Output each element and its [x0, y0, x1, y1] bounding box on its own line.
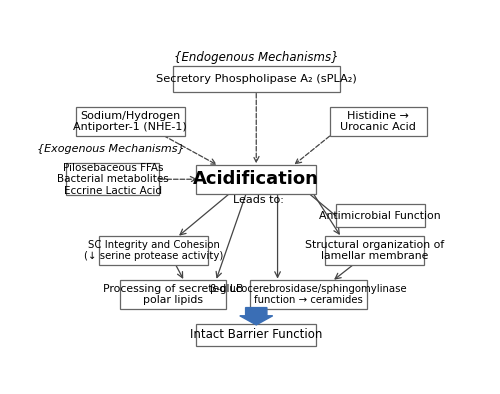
Text: Acidification: Acidification: [194, 170, 319, 188]
Text: SC Integrity and Cohesion
(↓ serine protease activity): SC Integrity and Cohesion (↓ serine prot…: [84, 240, 223, 261]
Text: Leads to:: Leads to:: [233, 195, 283, 206]
Text: Pilosebaceous FFAs
Bacterial metabolites
Eccrine Lactic Acid: Pilosebaceous FFAs Bacterial metabolites…: [57, 163, 169, 196]
Text: β-glucocerebrosidase/sphingomylinase
function → ceramides: β-glucocerebrosidase/sphingomylinase fun…: [210, 284, 407, 305]
FancyBboxPatch shape: [330, 107, 427, 136]
FancyBboxPatch shape: [76, 107, 184, 136]
FancyBboxPatch shape: [196, 323, 316, 346]
Text: Structural organization of
lamellar membrane: Structural organization of lamellar memb…: [305, 240, 444, 261]
Text: Antimicrobial Function: Antimicrobial Function: [320, 211, 441, 221]
FancyBboxPatch shape: [250, 280, 366, 309]
FancyBboxPatch shape: [100, 236, 208, 265]
Text: Sodium/Hydrogen
Antiporter-1 (NHE-1): Sodium/Hydrogen Antiporter-1 (NHE-1): [74, 111, 187, 132]
FancyArrow shape: [240, 308, 272, 325]
Text: Processing of secreted LB
polar lipids: Processing of secreted LB polar lipids: [103, 284, 243, 305]
FancyBboxPatch shape: [325, 236, 424, 265]
Text: Secretory Phospholipase A₂ (sPLA₂): Secretory Phospholipase A₂ (sPLA₂): [156, 74, 356, 84]
Text: Intact Barrier Function: Intact Barrier Function: [190, 328, 322, 341]
FancyBboxPatch shape: [66, 164, 160, 195]
Text: {Exogenous Mechanisms}: {Exogenous Mechanisms}: [37, 144, 185, 154]
Text: Histidine →
Urocanic Acid: Histidine → Urocanic Acid: [340, 111, 416, 132]
Text: {Endogenous Mechanisms}: {Endogenous Mechanisms}: [174, 51, 338, 64]
FancyBboxPatch shape: [173, 66, 340, 92]
FancyBboxPatch shape: [120, 280, 226, 309]
FancyBboxPatch shape: [336, 204, 425, 227]
FancyBboxPatch shape: [196, 165, 316, 194]
